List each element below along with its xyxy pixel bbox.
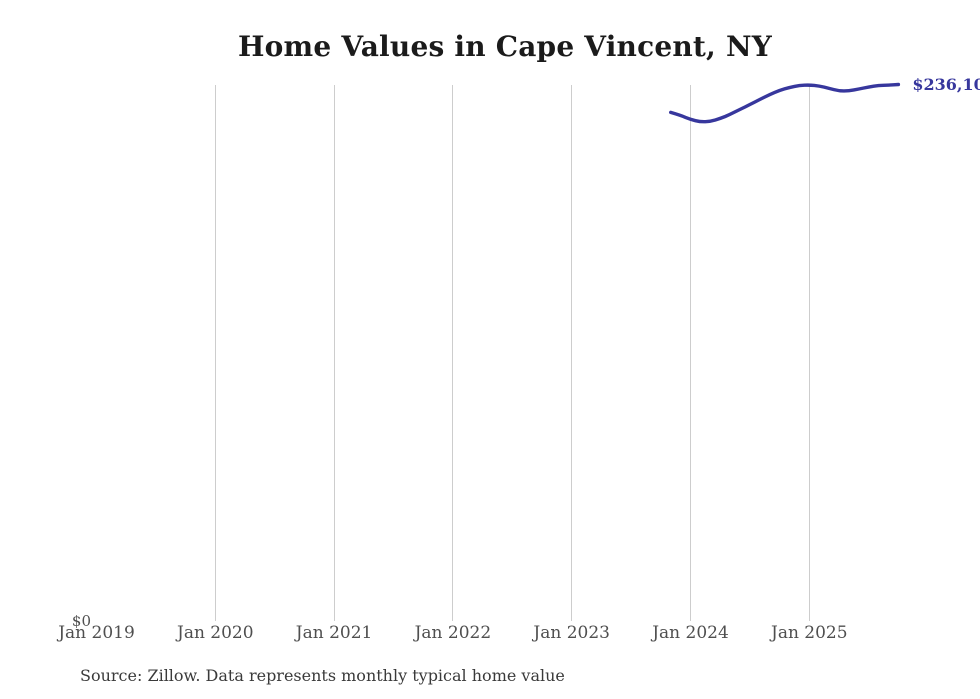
vertical-gridline	[214, 85, 216, 621]
home-value-line	[669, 82, 901, 124]
x-axis-tick-label: Jan 2019	[58, 623, 135, 643]
vertical-gridline	[452, 85, 454, 621]
x-axis-tick-label: Jan 2024	[652, 623, 729, 643]
vertical-gridline	[333, 85, 335, 621]
vertical-gridline	[690, 85, 691, 621]
x-axis-tick-label: Jan 2025	[771, 623, 848, 643]
vertical-gridline	[571, 85, 573, 621]
x-axis-tick-label: Jan 2020	[177, 623, 254, 643]
x-axis-tick-label: Jan 2021	[295, 623, 373, 643]
x-axis-tick-label: Jan 2022	[414, 623, 492, 643]
vertical-gridline	[808, 85, 810, 621]
source-note: Source: Zillow. Data represents monthly …	[80, 666, 565, 685]
y-axis-zero-tick-label: $0	[71, 612, 91, 630]
chart-title: Home Values in Cape Vincent, NY	[238, 30, 772, 63]
x-axis-tick-label: Jan 2023	[533, 623, 610, 643]
latest-value-label: $236,100	[912, 74, 980, 94]
